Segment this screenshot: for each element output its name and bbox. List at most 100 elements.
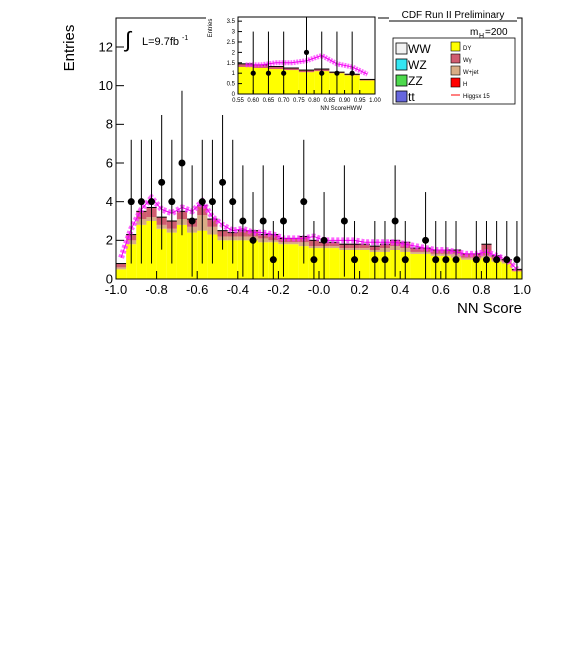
x-tick-label-10: 1.0: [513, 282, 531, 297]
y-tick-label-0: 0: [232, 92, 236, 98]
legend-label-left-3: tt: [408, 90, 415, 104]
data-point-10: [229, 198, 237, 206]
header-box: [389, 8, 517, 21]
y-tick-label-2: 4: [106, 194, 113, 209]
legend-swatch-left-0: [395, 42, 408, 55]
data-point-12: [249, 236, 257, 244]
lumi-label: L=9.7fb: [142, 36, 179, 48]
bar-dy-10: [217, 240, 228, 279]
x-tick-label-9: 1.00: [369, 98, 381, 104]
x-tick-label-8: 0.95: [354, 98, 366, 104]
x-tick-label-6: 0.85: [323, 98, 335, 104]
x-tick-label-0: -1.0: [105, 282, 127, 297]
bar-w-29: [410, 248, 421, 252]
bar-w-3: [283, 67, 299, 71]
y-tick-label-4: 2: [232, 50, 236, 56]
legend-label-left-1: WZ: [408, 58, 427, 72]
data-point-23: [391, 217, 399, 225]
y-tick-label-4: 8: [106, 117, 113, 132]
bar-dy-8: [359, 80, 375, 94]
legend-swatch-right-0: [450, 41, 461, 52]
data-point-17: [310, 256, 318, 264]
data-point-8: [208, 198, 216, 206]
data-point-4: [319, 70, 325, 76]
legend: WW WZ ZZ tt DY Wγ W+jet H Higgsx 15: [392, 37, 516, 105]
data-point-5: [334, 70, 340, 76]
lumi-exponent: -1: [182, 35, 188, 42]
bar-w-8: [359, 79, 375, 81]
y-tick-label-5: 2.5: [227, 40, 236, 46]
main-x-axis-label: NN Score: [457, 300, 522, 317]
bar-wjet-17: [288, 242, 299, 245]
legend-label-right-4: Higgsx 15: [463, 94, 490, 100]
data-point-16: [300, 198, 308, 206]
higgs-signal-line: [120, 197, 518, 270]
inset-frame: [237, 16, 376, 95]
header-title: CDF Run II Preliminary: [402, 10, 505, 21]
legend-swatch-left-1: [395, 58, 408, 71]
data-point-4: [168, 198, 176, 206]
bar-w-21: [329, 242, 340, 247]
bar-dy-21: [329, 248, 340, 279]
data-point-19: [340, 217, 348, 225]
data-point-14: [269, 256, 277, 264]
legend-label-right-0: DY: [463, 46, 471, 52]
bar-dy-34: [461, 259, 472, 279]
y-tick-label-7: 3.5: [227, 19, 236, 25]
data-point-25: [422, 236, 430, 244]
data-point-11: [239, 217, 247, 225]
data-point-27: [442, 256, 450, 264]
x-tick-label-1: -0.8: [145, 282, 167, 297]
data-point-3: [303, 49, 310, 55]
main-plot: -1.0 -0.8 -0.6 -0.4 -0.2 -0.0 0.2 0.4 0.6 0.8 1.00…: [99, 39, 532, 297]
bar-dy-1: [253, 67, 269, 94]
y-tick-label-2: 1: [232, 71, 236, 77]
y-tick-label-3: 1.5: [227, 61, 236, 67]
bar-dy-0: [238, 66, 254, 94]
data-point-31: [493, 256, 501, 264]
bar-dy-6: [176, 224, 188, 279]
inset-x-axis-label: NN ScoreHWW: [320, 106, 362, 112]
x-tick-label-5: -0.0: [308, 282, 330, 297]
bar-wjet-24: [359, 248, 370, 250]
luminosity-annotation: ∫ L=9.7fb -1: [123, 27, 188, 52]
data-point-20: [351, 256, 359, 264]
x-tick-label-9: 0.8: [472, 282, 490, 297]
data-point-18: [320, 236, 328, 244]
x-tick-label-3: -0.4: [227, 282, 249, 297]
data-point-2: [281, 70, 287, 76]
bar-dy-3: [283, 70, 299, 94]
x-tick-label-4: 0.75: [293, 98, 305, 104]
data-point-26: [432, 256, 440, 264]
legend-swatch-right-1: [450, 53, 461, 64]
bar-wjet-21: [329, 246, 340, 249]
data-point-0: [250, 70, 256, 76]
bar-dy-4: [156, 228, 167, 279]
bar-wjet-29: [410, 251, 421, 254]
x-tick-label-1: 0.60: [247, 98, 259, 104]
data-point-21: [371, 256, 379, 264]
mass-subscript: H: [479, 33, 484, 40]
bar-w-2: [268, 66, 284, 70]
legend-label-left-0: WW: [408, 42, 431, 56]
y-tick-label-3: 6: [106, 155, 113, 170]
data-point-32: [503, 256, 511, 264]
legend-swatch-right-2: [450, 65, 461, 76]
data-point-13: [259, 217, 267, 225]
data-point-24: [401, 256, 409, 264]
data-point-6: [188, 217, 196, 225]
x-tick-label-8: 0.6: [432, 282, 450, 297]
y-tick-label-5: 10: [99, 78, 113, 93]
y-tick-label-0: 0: [106, 271, 113, 286]
x-tick-label-2: 0.65: [263, 98, 275, 104]
x-tick-label-2: -0.6: [186, 282, 208, 297]
x-tick-label-7: 0.90: [339, 98, 351, 104]
data-point-15: [279, 217, 287, 225]
bar-dy-24: [359, 250, 370, 279]
legend-label-right-1: Wγ: [463, 58, 472, 64]
x-tick-label-6: 0.2: [351, 282, 369, 297]
mass-value: =200: [485, 27, 508, 38]
inset-plot: 0.55 0.60 0.65 0.70 0.75 0.80 0.85 0.90 0.95 1.00…: [206, 12, 381, 112]
bar-wjet-0: [116, 267, 127, 270]
